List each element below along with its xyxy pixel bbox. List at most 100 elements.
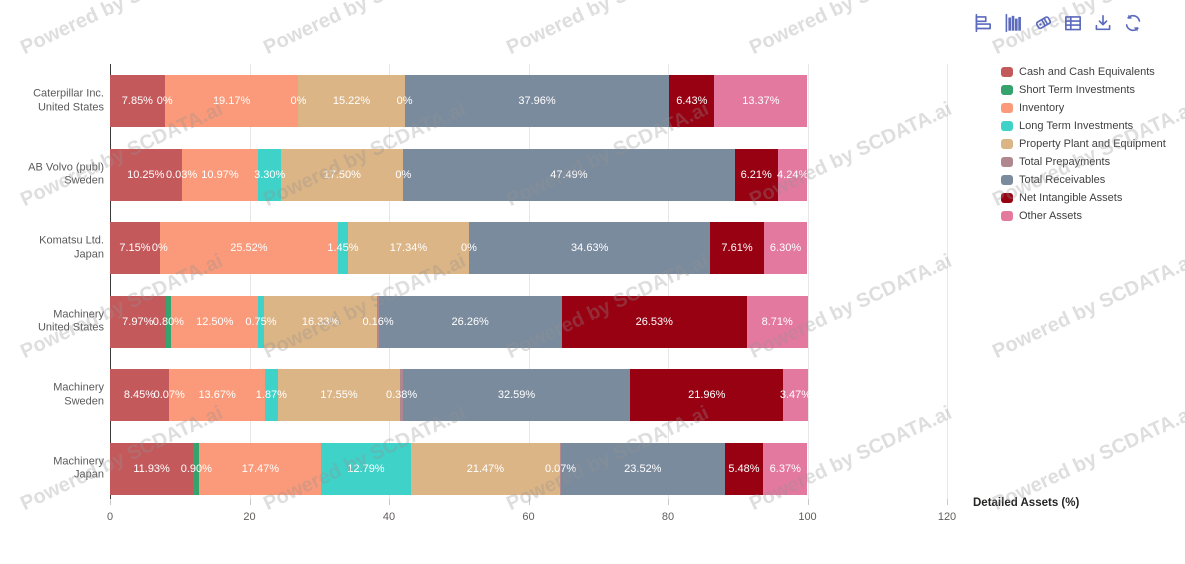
bar-segment[interactable] (378, 295, 562, 348)
tag-icon (1035, 16, 1052, 30)
bar-value-label: 0% (156, 95, 173, 107)
legend-item[interactable]: Other Assets (1001, 207, 1166, 225)
bar-value-label: 17.47% (241, 462, 280, 475)
bar-segment[interactable] (181, 148, 259, 201)
bar-value-label: 15.22% (332, 95, 371, 107)
bar-segment[interactable] (714, 75, 808, 127)
bar-value-label: 13.67% (198, 389, 236, 401)
bar-row: 8.45% 0.07% 13.67% 1.87% 17.55% 0.38% 32.59% 21… (0, 369, 1185, 421)
legend-item[interactable]: Short Term Investments (1001, 81, 1166, 99)
watermark: Powered by SCDATA.ai (260, 0, 470, 60)
horizontal-bar-chart-button[interactable] (972, 12, 994, 34)
bar-value-label: 5.48% (728, 462, 760, 475)
bar-value-label: 0% (290, 95, 307, 107)
bar-segment[interactable] (264, 369, 278, 421)
bar-segment[interactable] (277, 369, 401, 421)
legend-label: Long Term Investments (1019, 120, 1134, 132)
bar-segment[interactable] (763, 222, 808, 274)
bar-segment[interactable] (110, 295, 166, 348)
bar-segment[interactable] (734, 148, 778, 201)
axis-tick-label: 60 (522, 511, 535, 523)
bar-value-label: 0% (460, 242, 477, 254)
bar-segment[interactable] (321, 442, 411, 495)
legend-label: Net Intangible Assets (1019, 192, 1123, 204)
bar-value-label: 17.50% (323, 168, 361, 181)
bar-segment[interactable] (110, 148, 182, 201)
bar-segment[interactable] (298, 75, 405, 127)
column-chart-button[interactable] (1002, 12, 1024, 34)
bar-segment[interactable] (169, 369, 265, 421)
axis-tick-label: 20 (243, 511, 256, 523)
bar-segment[interactable] (402, 369, 631, 421)
bar-segment[interactable] (468, 222, 711, 274)
axis-tickmark (807, 499, 809, 505)
bar-segment[interactable] (710, 222, 764, 274)
legend-swatch (1001, 67, 1013, 77)
legend-swatch (1001, 139, 1013, 149)
bar-segment[interactable] (410, 442, 561, 495)
download-button[interactable] (1092, 12, 1114, 34)
bar-segment[interactable] (171, 295, 259, 348)
category-label: Komatsu Ltd. Japan (39, 234, 104, 261)
bar-segment[interactable] (630, 369, 784, 421)
bar-value-label: 47.49% (550, 168, 588, 181)
bar-segment[interactable] (403, 148, 735, 201)
refresh-button[interactable] (1122, 12, 1144, 34)
bar-segment[interactable] (400, 369, 403, 421)
bar-segment[interactable] (337, 222, 348, 274)
bar-value-label: 7.61% (721, 242, 753, 254)
bar-segment[interactable] (110, 75, 165, 127)
bar-value-label: 13.37% (742, 95, 780, 107)
axis-tickmark (947, 499, 948, 505)
watermark: Powered by SCDATA.ai (17, 0, 227, 60)
bar-segment[interactable] (159, 222, 338, 274)
bar-segment[interactable] (199, 442, 322, 495)
bar-value-label: 7.97% (122, 315, 154, 328)
legend-item[interactable]: Property Plant and Equipment (1001, 135, 1166, 153)
bar-segment[interactable] (746, 295, 808, 348)
bar-segment[interactable] (404, 75, 670, 127)
bar-value-label: 6.37% (769, 462, 801, 475)
legend-item[interactable]: Total Receivables (1001, 171, 1166, 189)
tag-button[interactable] (1032, 12, 1054, 34)
bar-segment[interactable] (258, 148, 282, 201)
bar-segment[interactable] (164, 75, 299, 127)
table-button[interactable] (1062, 12, 1084, 34)
bar-segment[interactable] (669, 75, 715, 127)
legend-item[interactable]: Long Term Investments (1001, 117, 1166, 135)
category-label: Caterpillar Inc. United States (33, 87, 104, 114)
bar-segment[interactable] (263, 295, 378, 348)
bar-segment[interactable] (377, 295, 379, 348)
category-label: AB Volvo (publ) Sweden (28, 161, 104, 187)
legend-item[interactable]: Inventory (1001, 99, 1166, 117)
axis-tick-label: 80 (661, 511, 675, 523)
bar-segment[interactable] (165, 295, 172, 348)
bar-segment[interactable] (777, 148, 808, 201)
bar-value-label: 26.53% (635, 315, 673, 328)
legend-item[interactable]: Net Intangible Assets (1001, 189, 1166, 207)
bar-value-label: 6.21% (740, 168, 772, 181)
bar-segment[interactable] (724, 442, 764, 495)
legend: Cash and Cash Equivalents Short Term Inve… (1001, 63, 1166, 225)
legend-item[interactable]: Total Prepayments (1001, 153, 1166, 171)
bar-segment[interactable] (110, 442, 194, 495)
bar-value-label: 23.52% (624, 462, 662, 475)
bar-segment[interactable] (783, 369, 808, 421)
bar-segment[interactable] (763, 442, 808, 495)
legend-item[interactable]: Cash and Cash Equivalents (1001, 63, 1166, 81)
bar-segment[interactable] (560, 442, 725, 495)
bar-segment[interactable] (110, 222, 160, 274)
bar-segment[interactable] (347, 222, 469, 274)
bar-segment[interactable] (561, 295, 747, 348)
bar-value-label: 3.47% (779, 389, 812, 401)
bar-segment[interactable] (281, 148, 404, 201)
bar-segment[interactable] (110, 369, 169, 421)
watermark: Powered by SCDATA.ai (746, 0, 956, 60)
gridline (668, 64, 669, 505)
bar-value-label: 0% (396, 95, 413, 107)
bar-segment[interactable] (193, 442, 200, 495)
bar-value-label: 0.38% (385, 389, 418, 401)
bar-row: 7.85% 0% 19.17% 0% 15.22% 0% 37.96% 6.43% 13.37% (0, 75, 1185, 127)
bar-segment[interactable] (258, 295, 264, 348)
axis-tickmark (668, 499, 669, 505)
